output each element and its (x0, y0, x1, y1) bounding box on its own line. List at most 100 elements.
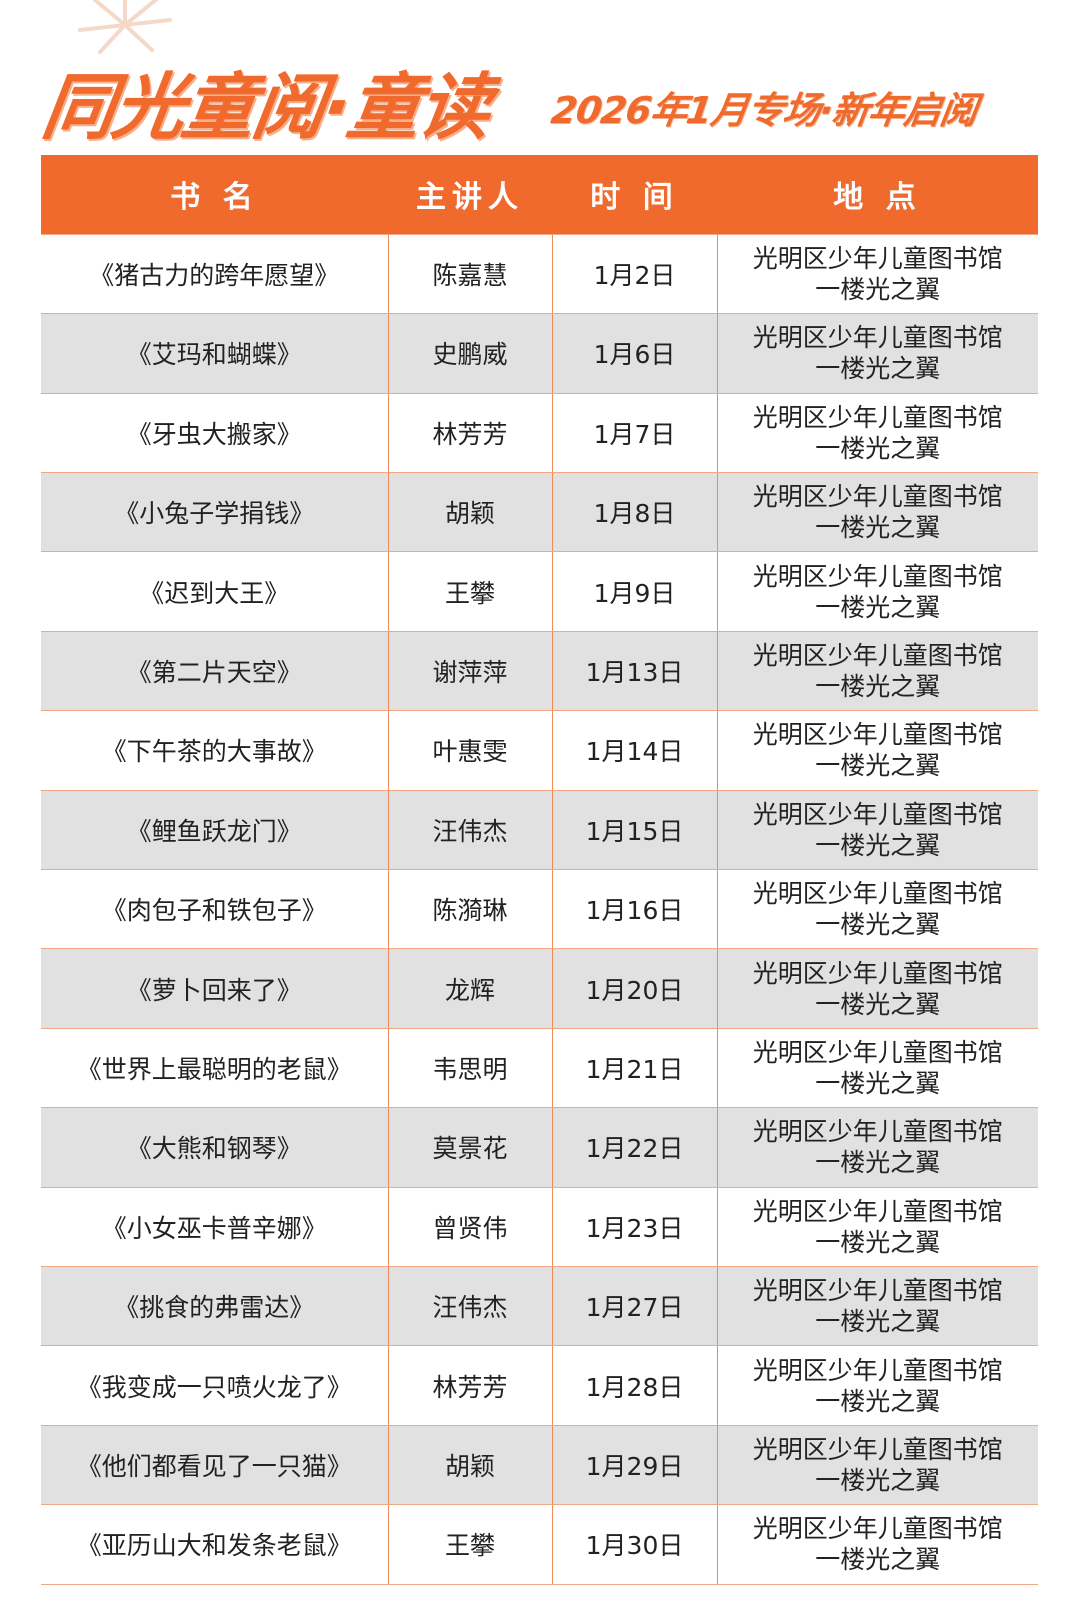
place-cell: 光明区少年儿童图书馆 一楼光之翼 (716, 1265, 1038, 1347)
place-line-1: 光明区少年儿童图书馆 (752, 561, 1003, 591)
place-cell: 光明区少年儿童图书馆 一楼光之翼 (716, 551, 1038, 632)
speaker-cell: 莫景花 (387, 1107, 552, 1188)
place-line-2: 一楼光之翼 (815, 989, 941, 1019)
book-cell: 《我变成一只喷火龙了》 (41, 1345, 388, 1426)
table-row: 《挑食的弗雷达》 汪伟杰 1月27日 光明区少年儿童图书馆 一楼光之翼 (41, 1265, 1038, 1347)
place-line-1: 光明区少年儿童图书馆 (752, 879, 1003, 909)
speaker-cell: 胡颖 (387, 472, 552, 553)
place-cell: 光明区少年儿童图书馆 一楼光之翼 (716, 1424, 1038, 1506)
place-line-1: 光明区少年儿童图书馆 (752, 720, 1003, 750)
place-cell: 光明区少年儿童图书馆 一楼光之翼 (716, 1345, 1038, 1426)
place-line-2: 一楼光之翼 (815, 1465, 941, 1495)
table-row: 《第二片天空》 谢萍萍 1月13日 光明区少年儿童图书馆 一楼光之翼 (41, 630, 1038, 712)
place-cell: 光明区少年儿童图书馆 一楼光之翼 (716, 1107, 1038, 1188)
place-cell: 光明区少年儿童图书馆 一楼光之翼 (716, 630, 1038, 712)
table-row: 《迟到大王》 王攀 1月9日 光明区少年儿童图书馆 一楼光之翼 (41, 551, 1038, 632)
page-title: 同光童阅·童读 (37, 65, 495, 149)
place-line-1: 光明区少年儿童图书馆 (752, 323, 1003, 353)
book-cell: 《世界上最聪明的老鼠》 (41, 1027, 388, 1109)
place-cell: 光明区少年儿童图书馆 一楼光之翼 (716, 472, 1038, 553)
speaker-cell: 汪伟杰 (387, 1265, 552, 1347)
place-cell: 光明区少年儿童图书馆 一楼光之翼 (716, 869, 1038, 950)
page-subtitle: 2026年1月专场·新年启阅 (548, 89, 980, 132)
column-header-date: 时 间 (552, 155, 717, 235)
place-line-2: 一楼光之翼 (815, 1227, 941, 1257)
speaker-cell: 韦思明 (387, 1027, 552, 1109)
firework-decoration-icon (78, 0, 172, 54)
place-line-2: 一楼光之翼 (815, 1386, 941, 1416)
place-cell: 光明区少年儿童图书馆 一楼光之翼 (716, 710, 1038, 791)
place-line-2: 一楼光之翼 (815, 592, 941, 622)
book-cell: 《猪古力的跨年愿望》 (41, 233, 388, 315)
place-line-1: 光明区少年儿童图书馆 (752, 482, 1003, 512)
date-cell: 1月7日 (551, 392, 717, 474)
date-cell: 1月13日 (551, 630, 717, 712)
speaker-cell: 胡颖 (387, 1424, 552, 1506)
place-cell: 光明区少年儿童图书馆 一楼光之翼 (716, 1027, 1038, 1109)
date-cell: 1月2日 (551, 233, 717, 315)
place-line-2: 一楼光之翼 (815, 275, 941, 305)
book-cell: 《小兔子学捐钱》 (41, 472, 388, 553)
date-cell: 1月14日 (551, 710, 717, 791)
column-header-speaker: 主讲人 (388, 155, 552, 235)
book-cell: 《萝卜回来了》 (41, 948, 388, 1029)
place-line-1: 光明区少年儿童图书馆 (752, 958, 1003, 988)
speaker-cell: 曾贤伟 (387, 1186, 552, 1267)
table-row: 《我变成一只喷火龙了》 林芳芳 1月28日 光明区少年儿童图书馆 一楼光之翼 (41, 1345, 1038, 1426)
table-row: 《亚历山大和发条老鼠》 王攀 1月30日 光明区少年儿童图书馆 一楼光之翼 (41, 1504, 1038, 1585)
place-line-2: 一楼光之翼 (815, 1545, 941, 1575)
date-cell: 1月8日 (551, 472, 717, 553)
table-row: 《小女巫卡普辛娜》 曾贤伟 1月23日 光明区少年儿童图书馆 一楼光之翼 (41, 1186, 1038, 1267)
book-cell: 《挑食的弗雷达》 (41, 1265, 388, 1347)
place-cell: 光明区少年儿童图书馆 一楼光之翼 (716, 1186, 1038, 1267)
table-row: 《大熊和钢琴》 莫景花 1月22日 光明区少年儿童图书馆 一楼光之翼 (41, 1107, 1038, 1188)
date-cell: 1月21日 (551, 1027, 717, 1109)
book-cell: 《亚历山大和发条老鼠》 (41, 1504, 388, 1585)
place-line-2: 一楼光之翼 (815, 433, 941, 463)
table-row: 《萝卜回来了》 龙辉 1月20日 光明区少年儿童图书馆 一楼光之翼 (41, 948, 1038, 1029)
book-cell: 《小女巫卡普辛娜》 (41, 1186, 388, 1267)
table-row: 《他们都看见了一只猫》 胡颖 1月29日 光明区少年儿童图书馆 一楼光之翼 (41, 1424, 1038, 1506)
date-cell: 1月15日 (551, 789, 717, 871)
book-cell: 《下午茶的大事故》 (41, 710, 388, 791)
date-cell: 1月30日 (551, 1504, 717, 1585)
book-cell: 《肉包子和铁包子》 (41, 869, 388, 950)
place-line-1: 光明区少年儿童图书馆 (752, 1037, 1003, 1067)
speaker-cell: 叶惠雯 (387, 710, 552, 791)
speaker-cell: 汪伟杰 (387, 789, 552, 871)
place-line-2: 一楼光之翼 (815, 1068, 941, 1098)
place-line-2: 一楼光之翼 (815, 672, 941, 702)
table-row: 《艾玛和蝴蝶》 史鹏威 1月6日 光明区少年儿童图书馆 一楼光之翼 (41, 313, 1038, 394)
table-row: 《小兔子学捐钱》 胡颖 1月8日 光明区少年儿童图书馆 一楼光之翼 (41, 472, 1038, 553)
place-cell: 光明区少年儿童图书馆 一楼光之翼 (716, 313, 1038, 394)
place-cell: 光明区少年儿童图书馆 一楼光之翼 (716, 392, 1038, 474)
book-cell: 《大熊和钢琴》 (41, 1107, 388, 1188)
speaker-cell: 陈漪琳 (387, 869, 552, 950)
place-cell: 光明区少年儿童图书馆 一楼光之翼 (716, 948, 1038, 1029)
column-header-place: 地 点 (717, 155, 1038, 235)
place-cell: 光明区少年儿童图书馆 一楼光之翼 (716, 1504, 1038, 1585)
speaker-cell: 史鹏威 (387, 313, 552, 394)
date-cell: 1月16日 (551, 869, 717, 950)
place-line-2: 一楼光之翼 (815, 751, 941, 781)
table-row: 《下午茶的大事故》 叶惠雯 1月14日 光明区少年儿童图书馆 一楼光之翼 (41, 710, 1038, 791)
place-line-2: 一楼光之翼 (815, 1148, 941, 1178)
date-cell: 1月28日 (551, 1345, 717, 1426)
book-cell: 《鲤鱼跃龙门》 (41, 789, 388, 871)
speaker-cell: 王攀 (387, 551, 552, 632)
table-row: 《世界上最聪明的老鼠》 韦思明 1月21日 光明区少年儿童图书馆 一楼光之翼 (41, 1027, 1038, 1109)
table-row: 《牙虫大搬家》 林芳芳 1月7日 光明区少年儿童图书馆 一楼光之翼 (41, 392, 1038, 474)
place-line-1: 光明区少年儿童图书馆 (752, 402, 1003, 432)
date-cell: 1月29日 (551, 1424, 717, 1506)
schedule-table: 书 名 主讲人 时 间 地 点 《猪古力的跨年愿望》 陈嘉慧 1月2日 光明区少年儿童… (41, 155, 1038, 1585)
book-cell: 《迟到大王》 (41, 551, 388, 632)
table-row: 《肉包子和铁包子》 陈漪琳 1月16日 光明区少年儿童图书馆 一楼光之翼 (41, 869, 1038, 950)
table-row: 《鲤鱼跃龙门》 汪伟杰 1月15日 光明区少年儿童图书馆 一楼光之翼 (41, 789, 1038, 871)
date-cell: 1月9日 (551, 551, 717, 632)
speaker-cell: 陈嘉慧 (387, 233, 552, 315)
speaker-cell: 龙辉 (387, 948, 552, 1029)
book-cell: 《他们都看见了一只猫》 (41, 1424, 388, 1506)
place-line-1: 光明区少年儿童图书馆 (752, 1276, 1003, 1306)
place-line-1: 光明区少年儿童图书馆 (752, 641, 1003, 671)
speaker-cell: 谢萍萍 (387, 630, 552, 712)
